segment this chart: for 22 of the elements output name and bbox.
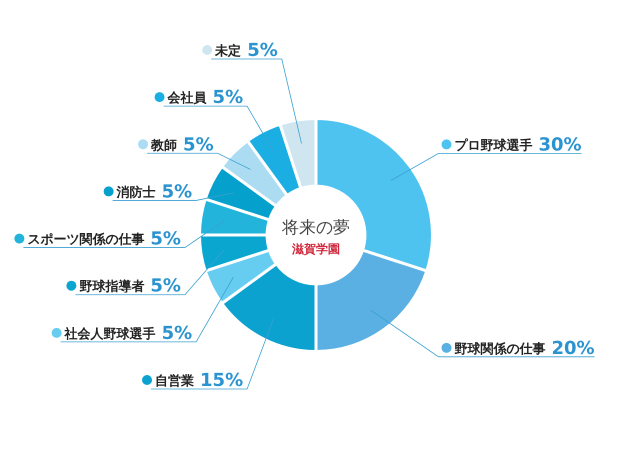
data-label: 5% bbox=[247, 40, 278, 61]
legend-label: 会社員 bbox=[166, 90, 208, 106]
data-label: 5% bbox=[183, 134, 214, 156]
data-label: 5% bbox=[162, 322, 192, 344]
data-label: 5% bbox=[162, 181, 192, 202]
data-label: 5% bbox=[212, 87, 244, 108]
legend-label: 消防士 bbox=[116, 184, 156, 200]
legend-label: 野球指導者 bbox=[79, 278, 144, 295]
data-label: 30% bbox=[538, 134, 582, 156]
legend-label: プロ野球選手 bbox=[454, 137, 532, 154]
data-label: 15% bbox=[200, 370, 244, 391]
legend-label: 教師 bbox=[150, 138, 178, 154]
data-label: 5% bbox=[150, 276, 181, 297]
legend-label: スポーツ関係の仕事 bbox=[27, 232, 144, 248]
legend-label: 未定 bbox=[214, 43, 242, 59]
legend-label: 社会人野球選手 bbox=[64, 326, 156, 342]
data-label: 5% bbox=[150, 228, 181, 250]
text: 滋賀学園 bbox=[291, 242, 340, 256]
text: 将来の夢 bbox=[281, 218, 350, 238]
legend-label: 自営業 bbox=[155, 373, 194, 389]
legend-label: 野球関係の仕事 bbox=[454, 340, 546, 357]
data-label: 20% bbox=[552, 338, 595, 359]
